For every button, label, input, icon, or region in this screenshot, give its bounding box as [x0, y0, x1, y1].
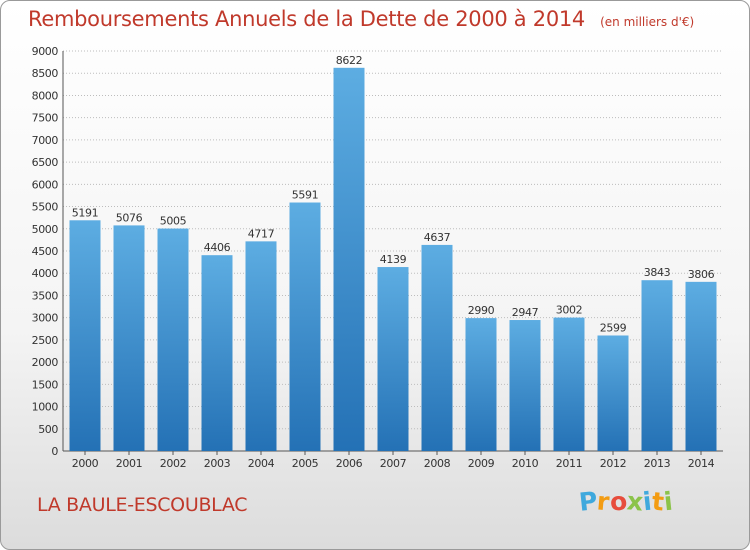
data-label: 5191	[72, 206, 98, 219]
y-tick-label: 5000	[32, 223, 59, 236]
y-tick-label: 6500	[32, 156, 59, 169]
data-label: 5076	[116, 211, 143, 224]
data-label: 4406	[204, 241, 231, 254]
bar-2000	[69, 220, 101, 451]
bar-2014	[685, 281, 717, 451]
bar-2006	[333, 67, 365, 452]
title-row: Remboursements Annuels de la Dette de 20…	[28, 7, 694, 31]
x-tick-label: 2010	[512, 457, 539, 470]
y-tick-label: 2500	[32, 334, 59, 347]
data-label: 5591	[292, 189, 318, 202]
y-tick-label: 6000	[32, 178, 59, 191]
x-tick-label: 2009	[468, 457, 495, 470]
data-label: 4139	[380, 253, 407, 266]
y-tick-label: 1000	[32, 401, 59, 414]
bars: 5191 5076 5005 4406 4717 5591 8622 4139 4637 2990…	[69, 54, 717, 452]
bar-2008	[421, 244, 453, 451]
bar-2011	[553, 317, 585, 451]
bar-2005	[289, 202, 321, 451]
y-tick-label: 3000	[32, 312, 59, 325]
x-tick-label: 2014	[688, 457, 715, 470]
y-tick-label: 4500	[32, 245, 59, 258]
bar-2010	[509, 320, 541, 451]
chart-subtitle: (en milliers d'€)	[600, 15, 695, 29]
y-tick-label: 5500	[32, 201, 59, 214]
x-tick-label: 2000	[72, 457, 99, 470]
data-label: 8622	[336, 54, 362, 67]
data-label: 3806	[688, 268, 715, 281]
x-tick-label: 2013	[644, 457, 671, 470]
x-tick-label: 2006	[336, 457, 363, 470]
logo-letter: i	[662, 486, 674, 517]
data-label: 3002	[556, 304, 582, 317]
data-label: 4637	[424, 231, 451, 244]
y-axis: 0 500 1000 1500 2000 2500 3000 3500 4000 4500 5000…	[32, 45, 64, 458]
y-tick-label: 8000	[32, 89, 59, 102]
x-tick-label: 2003	[204, 457, 231, 470]
x-tick-label: 2012	[600, 457, 626, 470]
bar-2004	[245, 241, 277, 451]
proxiti-logo: Proxiti	[578, 486, 674, 517]
bar-2002	[157, 228, 189, 451]
y-tick-label: 2000	[32, 356, 59, 369]
y-tick-label: 9000	[32, 45, 59, 58]
x-tick-label: 2011	[556, 457, 582, 470]
commune-name: LA BAULE-ESCOUBLAC	[37, 494, 248, 516]
data-label: 3843	[644, 266, 671, 279]
data-label: 4717	[248, 227, 275, 240]
y-tick-label: 0	[51, 445, 58, 458]
chart-title: Remboursements Annuels de la Dette de 20…	[28, 7, 585, 31]
x-axis: 2000 2001 2002 2003 2004 2005 2006 2007 2008 2009…	[72, 451, 715, 470]
data-label: 5005	[160, 215, 187, 228]
data-label: 2990	[468, 304, 495, 317]
x-tick-label: 2008	[424, 457, 451, 470]
x-tick-label: 2001	[116, 457, 142, 470]
y-tick-label: 7500	[32, 112, 59, 125]
x-tick-label: 2005	[292, 457, 319, 470]
bar-2001	[113, 225, 145, 451]
y-tick-label: 3500	[32, 289, 59, 302]
bar-2009	[465, 318, 497, 451]
y-tick-label: 500	[38, 423, 58, 436]
data-label: 2599	[600, 321, 627, 334]
bar-2007	[377, 267, 409, 451]
y-tick-label: 8500	[32, 67, 59, 80]
y-tick-label: 7000	[32, 134, 59, 147]
bar-2013	[641, 280, 673, 451]
data-label: 2947	[512, 306, 539, 319]
x-tick-label: 2007	[380, 457, 407, 470]
y-tick-label: 1500	[32, 378, 59, 391]
y-tick-label: 4000	[32, 267, 59, 280]
bar-2012	[597, 335, 629, 451]
x-tick-label: 2004	[248, 457, 275, 470]
bar-2003	[201, 255, 233, 451]
x-tick-label: 2002	[160, 457, 186, 470]
